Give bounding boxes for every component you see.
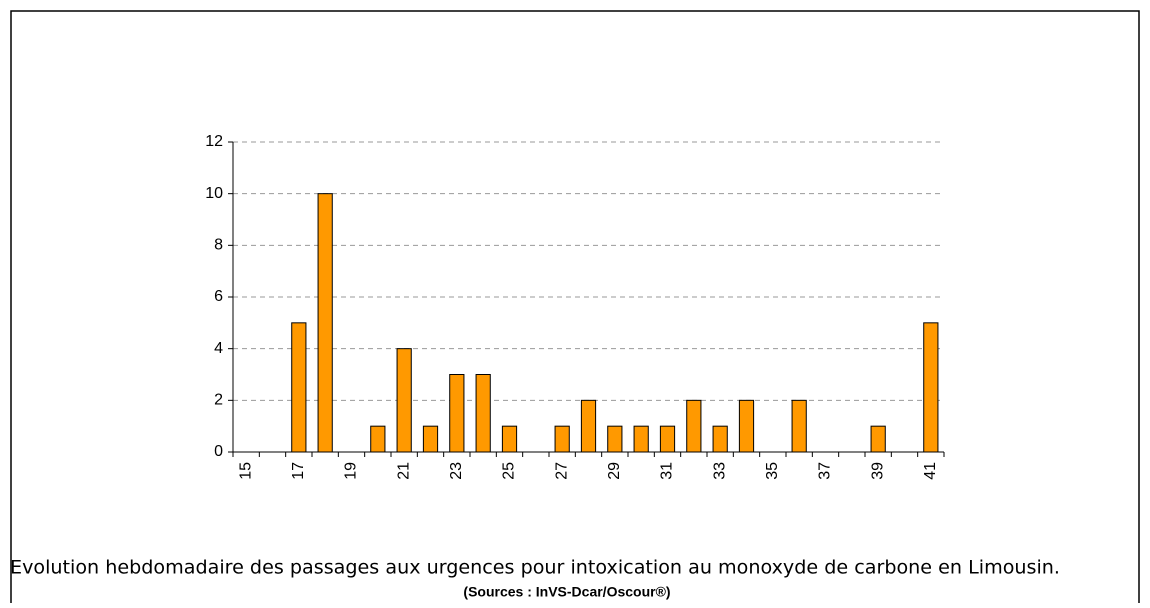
y-tick-label: 12 xyxy=(205,133,223,150)
bar xyxy=(686,399,702,453)
x-tick-label: 17 xyxy=(290,462,307,480)
bar xyxy=(580,399,597,453)
x-tick-label: 41 xyxy=(922,462,939,480)
bar xyxy=(501,425,518,453)
x-tick-label: 33 xyxy=(711,462,728,480)
bar xyxy=(370,425,386,453)
x-tick-label: 31 xyxy=(659,462,676,480)
y-tick-label: 6 xyxy=(214,288,223,305)
bar xyxy=(791,399,807,453)
y-tick-label: 2 xyxy=(214,392,223,409)
y-tick-label: 4 xyxy=(214,340,223,357)
x-tick-label: 27 xyxy=(553,462,570,480)
bar xyxy=(659,425,676,453)
caption: Evolution hebdomadaire des passages aux … xyxy=(10,557,1060,579)
x-tick-label: 15 xyxy=(237,462,254,480)
x-tick-label: 23 xyxy=(448,462,465,480)
x-tick-label: 29 xyxy=(606,462,623,480)
bar xyxy=(633,425,649,453)
frame xyxy=(10,10,1140,603)
bar xyxy=(396,348,412,453)
source: (Sources : InVS-Dcar/Oscour®) xyxy=(463,584,670,600)
bar xyxy=(291,322,307,453)
x-tick-label: 35 xyxy=(764,462,781,480)
y-tick-label: 8 xyxy=(214,237,223,254)
x-tick-label: 39 xyxy=(869,462,886,480)
bar xyxy=(422,425,439,453)
bar xyxy=(607,425,623,453)
bar xyxy=(475,374,491,453)
y-tick-label: 0 xyxy=(214,443,223,460)
x-tick-label: 37 xyxy=(817,462,834,480)
bar xyxy=(449,374,465,453)
x-tick-label: 19 xyxy=(343,462,360,480)
bar xyxy=(870,425,886,453)
bar xyxy=(712,425,728,453)
y-tick-label: 10 xyxy=(205,185,223,202)
x-tick-label: 25 xyxy=(501,462,518,480)
bar xyxy=(923,322,939,453)
x-tick-label: 21 xyxy=(395,462,412,480)
bar xyxy=(317,193,333,453)
bar xyxy=(554,425,570,453)
bar xyxy=(738,399,755,453)
